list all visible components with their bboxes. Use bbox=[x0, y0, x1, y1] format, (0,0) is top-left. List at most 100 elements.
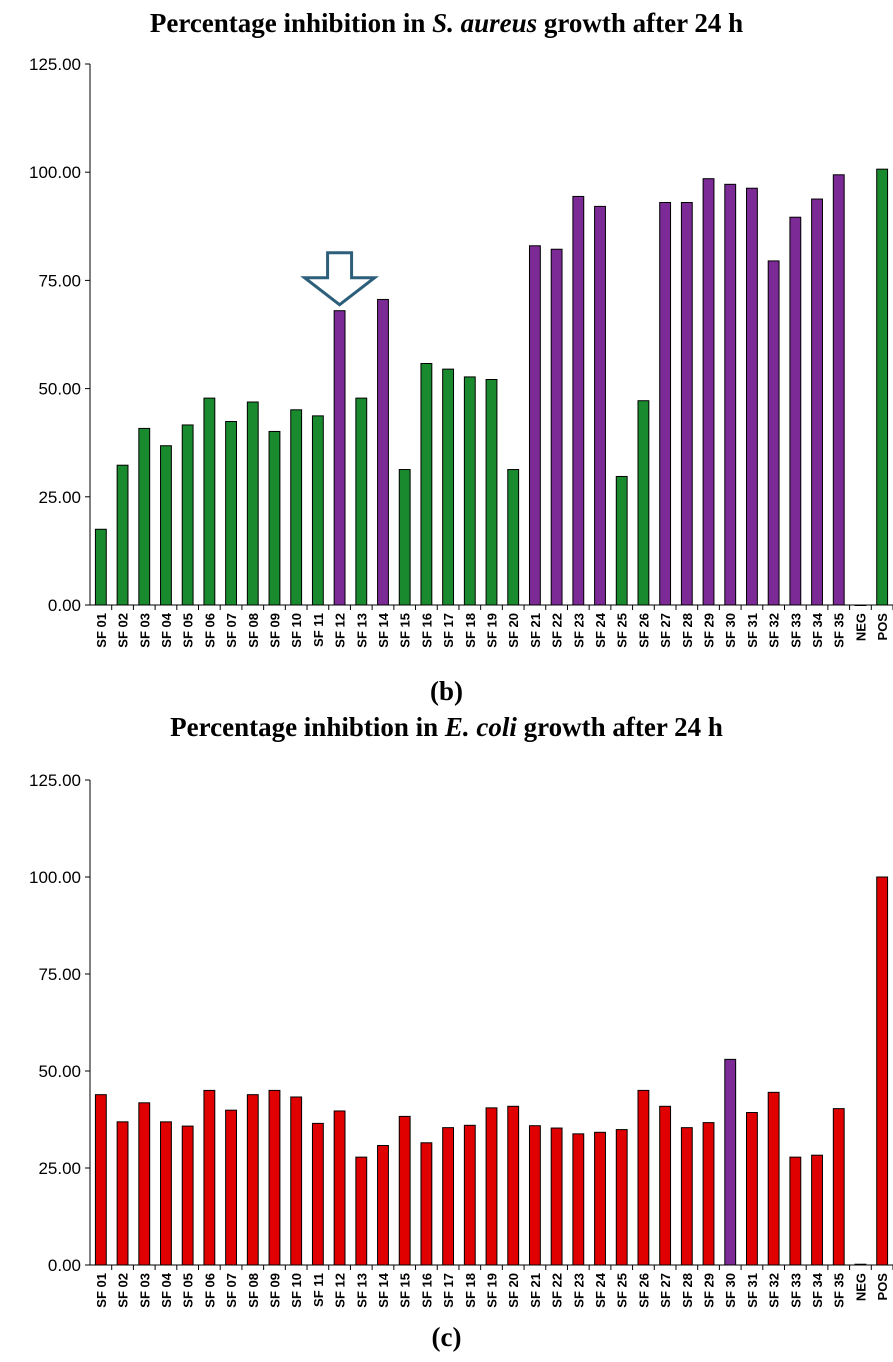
x-tick-label: SF 16 bbox=[419, 613, 434, 648]
y-tick-label: 0.00 bbox=[48, 1256, 81, 1275]
chart-b-panel-open: ( bbox=[429, 676, 439, 706]
x-tick-label: SF 31 bbox=[745, 613, 760, 648]
x-tick-label: SF 11 bbox=[311, 613, 326, 647]
x-tick-label: POS bbox=[875, 1273, 890, 1301]
chart-b-title: Percentage inhibition in S. aureus growt… bbox=[0, 8, 893, 39]
x-tick-label: SF 01 bbox=[94, 1273, 109, 1308]
chart-b-panel-letter: b bbox=[438, 676, 455, 706]
bar bbox=[637, 1089, 650, 1266]
y-tick-label: 125.00 bbox=[29, 55, 81, 74]
y-tick-label: 25.00 bbox=[38, 1159, 81, 1178]
x-tick-label: SF 06 bbox=[202, 1273, 217, 1308]
x-tick-label: SF 19 bbox=[485, 1273, 500, 1308]
x-tick-label: SF 07 bbox=[224, 1273, 239, 1308]
bar bbox=[615, 475, 628, 606]
bar bbox=[724, 183, 737, 606]
bar bbox=[811, 1154, 823, 1266]
x-tick-label: SF 27 bbox=[658, 1273, 673, 1308]
chart-c-panel-close: ) bbox=[452, 1322, 462, 1352]
bar bbox=[94, 1094, 107, 1266]
x-tick-label: SF 31 bbox=[745, 1273, 760, 1308]
bar bbox=[268, 430, 281, 606]
chart-c-title-post: growth after 24 h bbox=[516, 712, 723, 742]
x-tick-label: SF 32 bbox=[767, 613, 782, 648]
bar bbox=[181, 424, 194, 606]
x-tick-label: SF 12 bbox=[333, 1273, 348, 1308]
bar bbox=[94, 528, 107, 606]
x-tick-label: NEG bbox=[853, 1273, 868, 1301]
x-tick-label: SF 05 bbox=[181, 1273, 196, 1308]
chart-c-panel-letter: c bbox=[440, 1322, 453, 1352]
x-tick-label: SF 15 bbox=[398, 613, 413, 648]
chart-b-title-post: growth after 24 h bbox=[537, 8, 744, 38]
x-tick-label: SF 26 bbox=[636, 613, 651, 648]
bar bbox=[268, 1089, 281, 1266]
x-tick-label: SF 13 bbox=[354, 1273, 369, 1308]
x-tick-label: SF 01 bbox=[94, 613, 109, 648]
bar bbox=[876, 876, 889, 1266]
x-tick-label: SF 18 bbox=[463, 613, 478, 648]
bar bbox=[746, 1112, 758, 1266]
bar bbox=[420, 1142, 433, 1266]
bar bbox=[659, 201, 672, 606]
y-tick-label: 0.00 bbox=[48, 596, 81, 615]
bar bbox=[702, 178, 715, 606]
x-tick-label: SF 35 bbox=[832, 1273, 847, 1308]
y-tick-label: 125.00 bbox=[29, 771, 81, 790]
bar bbox=[507, 1105, 520, 1266]
chart-b: 0.00 25.00 50.00 75.00 100.00 125.00 SF 01 SF 0… bbox=[29, 55, 893, 648]
bar bbox=[203, 1089, 216, 1266]
x-tick-label: SF 17 bbox=[441, 1273, 456, 1308]
x-tick-label: POS bbox=[875, 613, 890, 641]
chart-c-panel-open: ( bbox=[431, 1322, 441, 1352]
y-tick-label: 100.00 bbox=[29, 163, 81, 182]
bar bbox=[680, 201, 693, 606]
x-tick-label: SF 15 bbox=[398, 1273, 413, 1308]
chart-c-title-organism: E. coli bbox=[444, 712, 517, 742]
chart-c-title-pre: Percentage inhibtion in bbox=[170, 712, 445, 742]
x-tick-label: SF 25 bbox=[615, 613, 630, 648]
x-tick-label: SF 27 bbox=[658, 613, 673, 648]
bar bbox=[442, 1127, 455, 1266]
bar bbox=[246, 401, 259, 606]
x-tick-label: SF 08 bbox=[246, 1273, 261, 1308]
x-tick-label: SF 23 bbox=[571, 1273, 586, 1308]
x-tick-label: SF 21 bbox=[528, 613, 543, 648]
x-tick-label: SF 10 bbox=[289, 613, 304, 648]
bar bbox=[355, 1156, 368, 1266]
chart-c-title: Percentage inhibtion in E. coli growth a… bbox=[0, 712, 893, 743]
y-tick-label: 100.00 bbox=[29, 868, 81, 887]
x-tick-label: SF 12 bbox=[333, 613, 348, 648]
x-tick-label: SF 03 bbox=[137, 1273, 152, 1308]
x-tick-label: SF 03 bbox=[137, 613, 152, 648]
chart-b-title-pre: Percentage inhibition in bbox=[149, 8, 433, 38]
x-tick-label: SF 34 bbox=[810, 1272, 825, 1307]
bar bbox=[572, 195, 585, 606]
bar bbox=[333, 310, 346, 606]
y-tick-label: 50.00 bbox=[38, 380, 81, 399]
bar bbox=[138, 1102, 151, 1266]
x-tick-label: SF 22 bbox=[550, 613, 565, 648]
bar bbox=[724, 1058, 737, 1266]
bar bbox=[116, 464, 129, 606]
bar bbox=[659, 1105, 672, 1266]
x-tick-label: SF 28 bbox=[680, 613, 695, 648]
x-tick-label: SF 21 bbox=[528, 1273, 543, 1308]
x-tick-label: SF 20 bbox=[506, 1273, 521, 1308]
x-tick-label: SF 34 bbox=[810, 612, 825, 647]
bar bbox=[290, 1096, 303, 1266]
chart-b-panel-label: (b) bbox=[0, 676, 893, 707]
x-tick-label: SF 24 bbox=[593, 1272, 608, 1307]
bar bbox=[377, 298, 389, 606]
bar bbox=[463, 376, 476, 606]
bar bbox=[377, 1144, 389, 1266]
x-tick-label: SF 28 bbox=[680, 1273, 695, 1308]
x-tick-label: SF 02 bbox=[116, 1273, 131, 1308]
bar bbox=[528, 1125, 541, 1266]
bar bbox=[398, 1115, 411, 1266]
x-tick-label: SF 07 bbox=[224, 613, 239, 648]
bar bbox=[290, 409, 303, 606]
bar bbox=[550, 1127, 563, 1266]
bar bbox=[811, 198, 823, 606]
bar bbox=[138, 427, 151, 606]
